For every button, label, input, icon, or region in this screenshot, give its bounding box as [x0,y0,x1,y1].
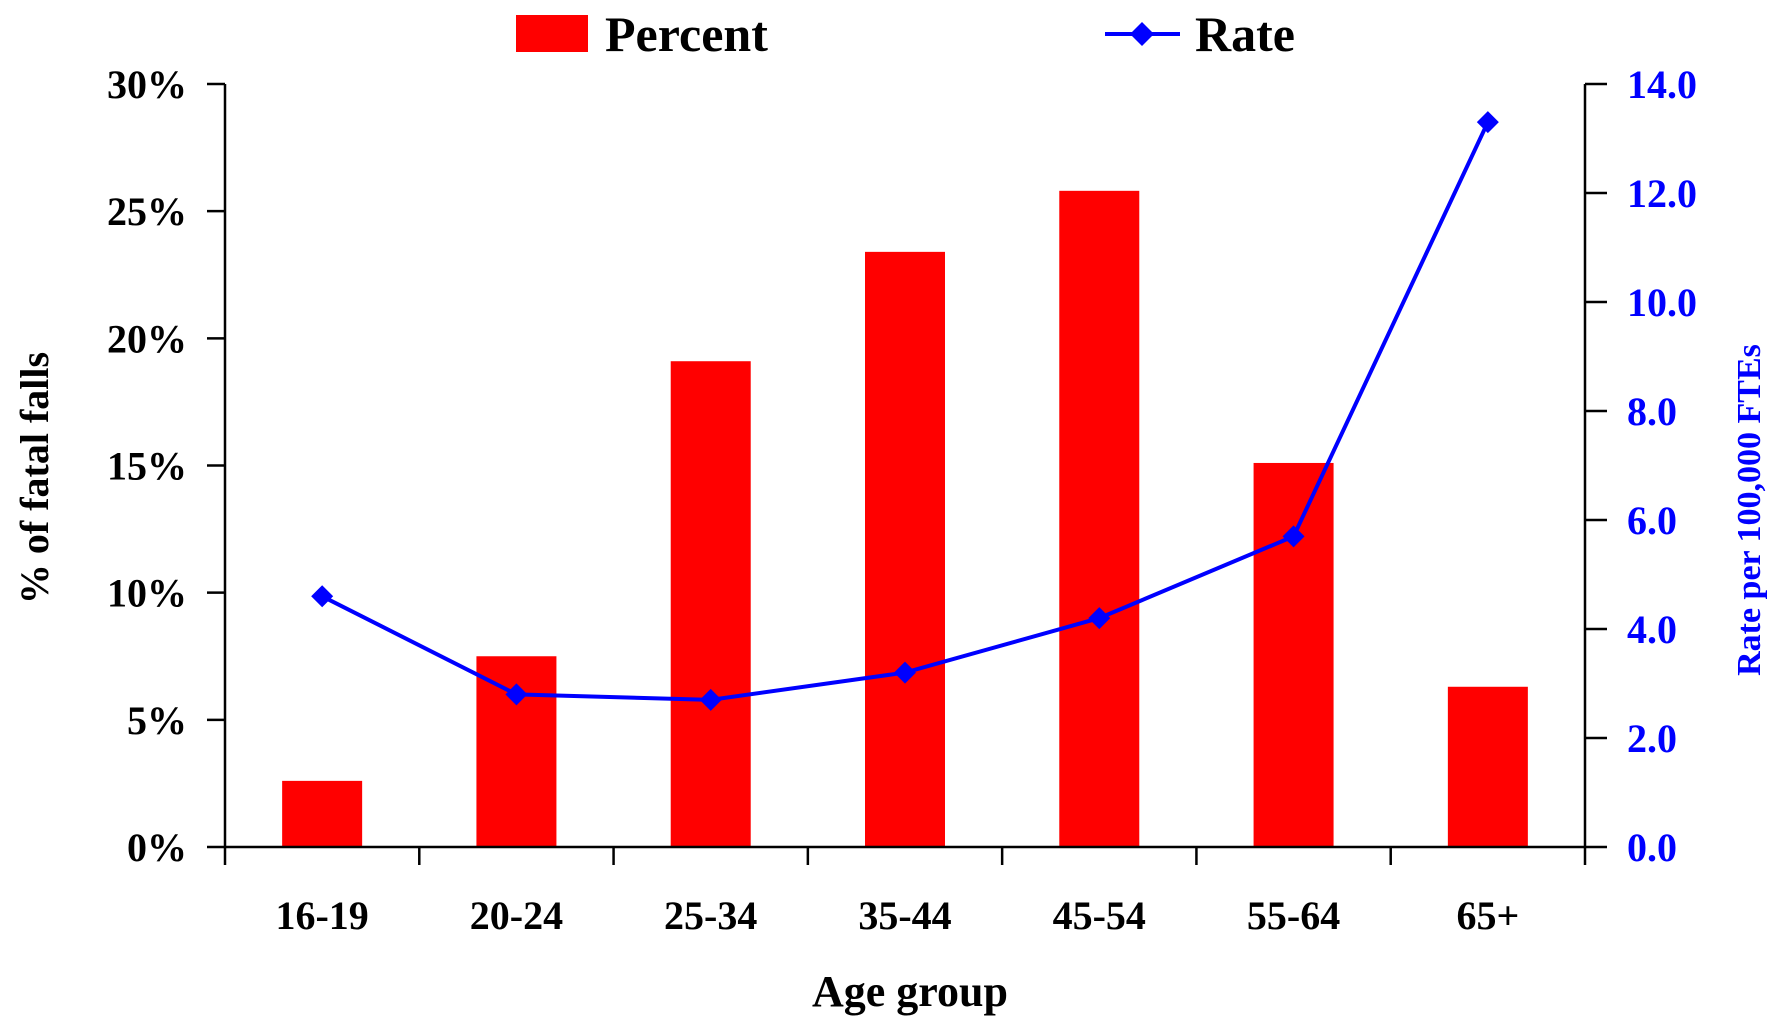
y-tick-label: 15% [107,444,187,489]
y2-axis-title: Rate per 100,000 FTEs [1731,344,1768,676]
bar-65+ [1447,686,1528,847]
x-tick-label: 65+ [1456,893,1519,938]
rate-point-35-44 [894,661,916,684]
y-tick-label: 0% [127,825,187,870]
bar-45-54 [1059,190,1140,847]
rate-point-65+ [1476,111,1499,134]
rate-point-25-34 [699,688,722,711]
x-tick-label: 45-54 [1053,893,1146,938]
bar-25-34 [670,361,751,847]
x-tick-label: 20-24 [470,893,563,938]
x-tick-label: 55-64 [1247,893,1340,938]
rate-point-45-54 [1088,607,1111,630]
rate-point-55-64 [1282,525,1305,548]
y2-tick-label: 8.0 [1627,389,1677,434]
bar-35-44 [865,251,945,848]
bar-series [282,190,1528,848]
x-tick-label: 16-19 [275,893,368,938]
rate-point-16-19 [311,585,334,608]
legend-marker-rate [1130,22,1154,46]
y-tick-label: 5% [127,698,187,743]
y-tick-label: 30% [107,62,187,107]
bar-55-64 [1253,462,1334,847]
y2-tick-label: 0.0 [1627,825,1677,870]
y-tick-label: 20% [107,316,187,361]
legend: Percent Rate [516,6,1295,62]
axes: 0% 5% 10% 15% 20% 25% 30% 0.0 2.0 4.0 6.0 8.0 10.0 12… [107,62,1697,938]
y2-tick-label: 14.0 [1627,62,1697,107]
y-tick-label: 10% [107,571,187,616]
x-tick-label: 25-34 [664,893,757,938]
y2-tick-label: 4.0 [1627,607,1677,652]
y-tick-label: 25% [107,189,187,234]
y2-tick-label: 10.0 [1627,280,1697,325]
bar-16-19 [282,780,363,847]
legend-swatch-percent [516,15,588,52]
y2-tick-label: 6.0 [1627,498,1677,543]
x-tick-label: 35-44 [858,893,951,938]
legend-label-rate: Rate [1195,6,1295,62]
axis-labels: Age group % of fatal falls Rate per 100,… [12,344,1768,1016]
legend-label-percent: Percent [605,6,768,62]
x-axis-title: Age group [812,967,1008,1016]
rate-point-20-24 [505,683,528,706]
y-axis-title: % of fatal falls [12,352,57,604]
y2-tick-label: 12.0 [1627,171,1697,216]
y2-tick-label: 2.0 [1627,716,1677,761]
line-series [311,111,1499,711]
